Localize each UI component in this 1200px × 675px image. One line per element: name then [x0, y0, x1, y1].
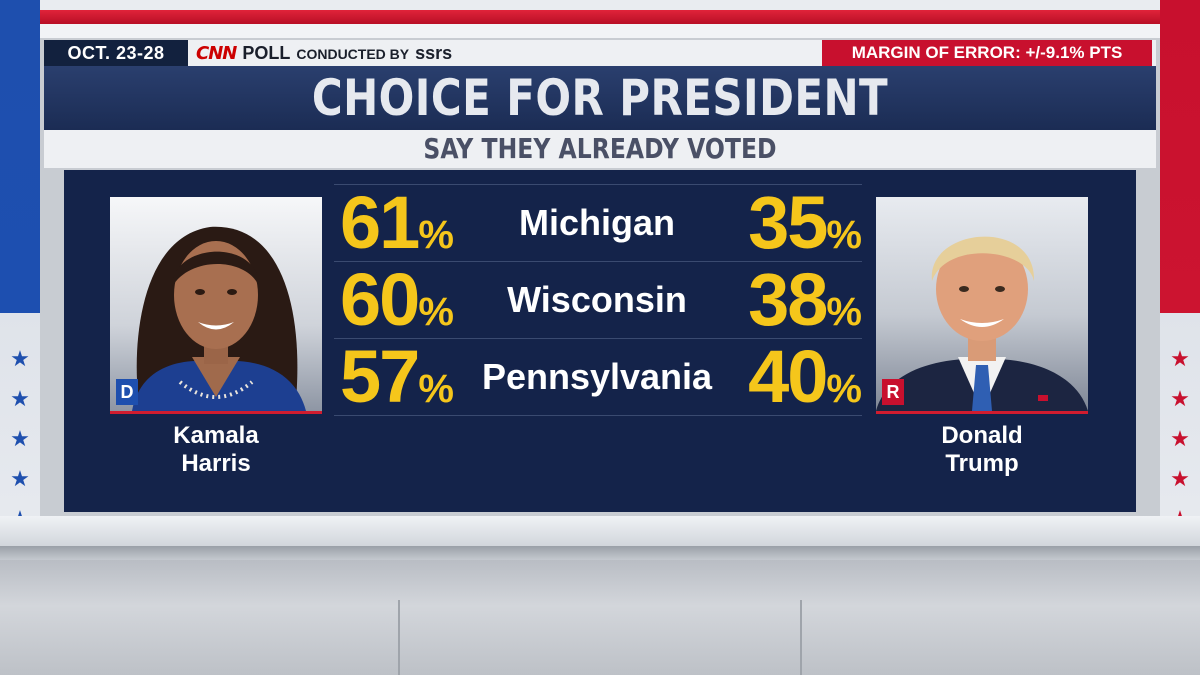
right-stars: ★ ★ ★ ★ ★ [1160, 345, 1200, 533]
poll-date: OCT. 23-28 [44, 40, 188, 66]
star-icon: ★ [1170, 426, 1190, 451]
percent-sign: % [418, 290, 454, 334]
percent-sign: % [826, 367, 862, 411]
table-row: 57% Pennsylvania 40% [334, 338, 862, 416]
floor-seam [800, 600, 802, 675]
cnn-logo: CNN [196, 42, 237, 64]
results-panel: D Kamala Harris 61% Michigan 35% 60% Wis… [64, 170, 1136, 512]
left-stars: ★ ★ ★ ★ ★ [0, 345, 40, 533]
poll-label: POLL [242, 42, 291, 63]
trump-value: 35 [748, 181, 828, 264]
margin-of-error: MARGIN OF ERROR: +/-9.1% PTS [822, 40, 1152, 66]
pollster-logo: ssrs [415, 42, 453, 63]
state-label: Pennsylvania [481, 356, 713, 397]
republican-badge: R [882, 379, 904, 405]
star-icon: ★ [1170, 466, 1190, 491]
star-icon: ★ [10, 346, 30, 371]
harris-portrait [132, 226, 306, 411]
top-red-stripe [40, 10, 1160, 24]
harris-last-name: Harris [181, 450, 251, 477]
trump-percent: 35% [748, 185, 862, 261]
studio-floor [0, 560, 1200, 675]
harris-percent: 60% [340, 262, 454, 338]
page-subtitle: SAY THEY ALREADY VOTED [423, 132, 777, 165]
state-label: Wisconsin [507, 279, 687, 320]
info-bar: OCT. 23-28 CNN POLL CONDUCTED BY ssrs MA… [44, 40, 1156, 66]
screen-frame-bottom [0, 516, 1200, 546]
trump-percent: 40% [748, 339, 862, 415]
trump-value: 40 [748, 335, 828, 418]
candidate-harris: D Kamala Harris [110, 197, 322, 478]
floor-seam [398, 600, 400, 675]
left-side-panel: ★ ★ ★ ★ ★ [0, 0, 40, 540]
trump-value: 38 [748, 258, 828, 341]
star-icon: ★ [10, 466, 30, 491]
harris-percent: 57% [340, 339, 454, 415]
harris-name: Kamala Harris [110, 422, 322, 478]
democrat-badge: D [116, 379, 138, 405]
trump-photo: R [876, 197, 1088, 414]
table-row: 60% Wisconsin 38% [334, 261, 862, 338]
top-stripe-lower [40, 24, 1160, 38]
title-bar: CHOICE FOR PRESIDENT [44, 66, 1156, 130]
top-stripe [40, 0, 1160, 10]
star-icon: ★ [1170, 346, 1190, 371]
star-icon: ★ [10, 426, 30, 451]
star-icon: ★ [1170, 386, 1190, 411]
harris-value: 57 [340, 335, 420, 418]
harris-value: 61 [340, 181, 420, 264]
harris-first-name: Kamala [173, 422, 259, 449]
harris-photo: D [110, 197, 322, 414]
results-table: 61% Michigan 35% 60% Wisconsin 38% 57% P… [334, 184, 862, 416]
table-row: 61% Michigan 35% [334, 184, 862, 261]
percent-sign: % [826, 290, 862, 334]
trump-first-name: Donald [941, 422, 1023, 449]
trump-portrait [876, 236, 1088, 411]
percent-sign: % [418, 367, 454, 411]
screen-frame-ledge [0, 546, 1200, 560]
star-icon: ★ [10, 386, 30, 411]
percent-sign: % [418, 213, 454, 257]
conducted-by-label: CONDUCTED BY [296, 46, 410, 62]
percent-sign: % [826, 213, 862, 257]
trump-last-name: Trump [945, 450, 1019, 477]
trump-name: Donald Trump [876, 422, 1088, 478]
subtitle-bar: SAY THEY ALREADY VOTED [44, 130, 1156, 168]
harris-value: 60 [340, 258, 420, 341]
right-side-panel: ★ ★ ★ ★ ★ [1160, 0, 1200, 540]
poll-source: CNN POLL CONDUCTED BY ssrs [196, 40, 452, 66]
page-title: CHOICE FOR PRESIDENT [311, 69, 889, 127]
harris-percent: 61% [340, 185, 454, 261]
state-label: Michigan [518, 202, 675, 243]
candidate-trump: R Donald Trump [876, 197, 1088, 478]
poll-graphic: OCT. 23-28 CNN POLL CONDUCTED BY ssrs MA… [40, 38, 1160, 516]
trump-percent: 38% [748, 262, 862, 338]
